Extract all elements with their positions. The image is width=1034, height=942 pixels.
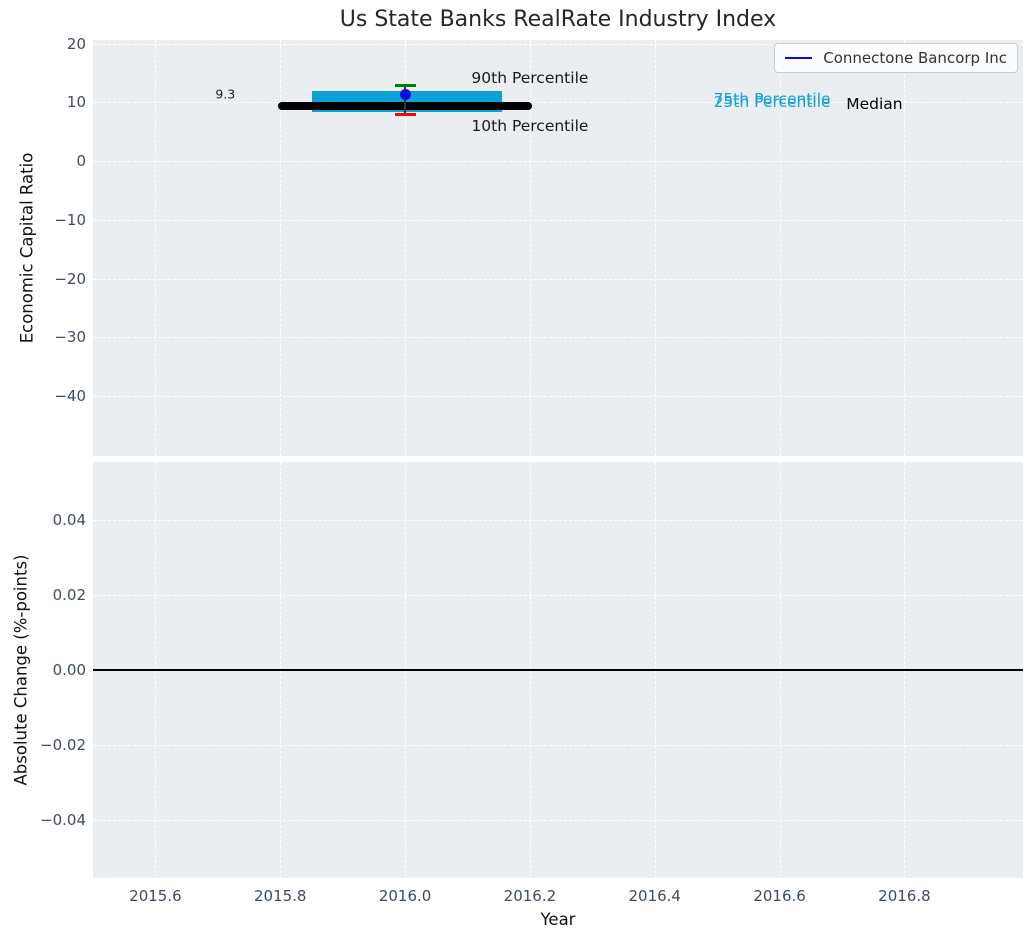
y-gridline: [93, 102, 1023, 104]
y-gridline: [93, 161, 1023, 163]
x-gridline: [654, 40, 656, 456]
zero-line: [93, 669, 1023, 671]
y-gridline: [93, 396, 1023, 398]
bottom-plot-area: [93, 462, 1023, 878]
company-point: [399, 88, 411, 100]
x-gridline: [904, 40, 906, 456]
x-gridline: [280, 40, 282, 456]
x-gridline: [155, 40, 157, 456]
y-tick-label: 10: [66, 93, 86, 112]
annotation: Median: [846, 95, 903, 114]
annotation: 90th Percentile: [471, 69, 589, 88]
y-tick-label: 0.00: [52, 661, 86, 679]
annotation: 25th Percentile: [713, 92, 831, 111]
x-tick-label: 2016.6: [753, 887, 806, 905]
whisker-line: [404, 85, 406, 115]
chart-title: Us State Banks RealRate Industry Index: [339, 7, 777, 32]
x-tick-label: 2015.8: [253, 887, 307, 905]
legend: Connectone Bancorp Inc: [774, 43, 1018, 73]
y-gridline: [93, 278, 1023, 280]
y-tick-label: 0.04: [52, 511, 86, 530]
p90-cap: [394, 83, 416, 87]
y-tick-label: −40: [54, 387, 86, 406]
y-tick-label: 20: [66, 34, 86, 53]
y-gridline: [93, 819, 1023, 821]
legend-line-icon: [785, 57, 813, 59]
x-tick-label: 2016.0: [378, 887, 432, 905]
y-tick-label: 0: [76, 152, 86, 171]
x-gridline: [529, 40, 531, 456]
annotation: 75th Percentile: [713, 90, 831, 109]
y-tick-label: 0.02: [52, 586, 86, 605]
x-tick-label: 2016.2: [503, 887, 557, 905]
y-gridline: [93, 595, 1023, 597]
y-gridline: [93, 337, 1023, 339]
x-tick-label: 2016.8: [878, 887, 931, 905]
y-tick-label: −10: [54, 210, 86, 229]
x-tick-label: 2015.6: [129, 887, 182, 905]
y-tick-label: −20: [54, 269, 86, 288]
x-axis-label: Year: [540, 910, 576, 929]
y-tick-label: −30: [54, 328, 86, 347]
annotation: 9.3: [215, 86, 236, 102]
top-y-axis-label: Economic Capital Ratio: [17, 152, 37, 344]
legend-label: Connectone Bancorp Inc: [823, 49, 1007, 67]
x-gridline: [405, 40, 407, 456]
x-gridline: [779, 40, 781, 456]
x-tick-label: 2016.4: [628, 887, 681, 905]
y-gridline: [93, 43, 1023, 45]
y-tick-label: −0.04: [40, 810, 86, 829]
y-gridline: [93, 744, 1023, 746]
y-gridline: [93, 520, 1023, 522]
p10-cap: [394, 113, 416, 117]
top-plot-area: 9.3 90th Percentile 10th Percentile 75th Pe…: [93, 40, 1023, 456]
y-gridline: [93, 219, 1023, 221]
y-tick-label: −0.02: [40, 735, 86, 754]
annotation: 10th Percentile: [471, 116, 589, 135]
